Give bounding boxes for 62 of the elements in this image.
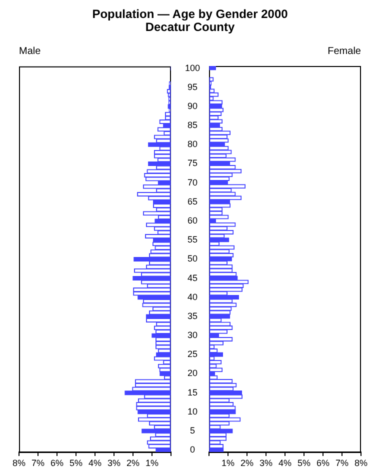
x-tick-label: 2% — [240, 458, 254, 468]
bar — [209, 122, 220, 128]
y-tick-label: 85 — [188, 120, 198, 130]
y-tick-label: 20 — [188, 368, 198, 378]
bar — [160, 371, 171, 376]
y-tick-label: 55 — [188, 234, 198, 245]
y-tick-label: 35 — [188, 310, 198, 321]
y-tick-label: 100 — [184, 62, 200, 73]
chart-title: Population — Age by Gender 2000 — [91, 7, 289, 21]
y-tick-label: 95 — [188, 82, 198, 92]
bar — [138, 410, 171, 414]
bar — [134, 256, 171, 262]
bar — [146, 314, 171, 319]
x-tick-label: 6% — [50, 458, 64, 468]
y-tick-label: 90 — [188, 100, 198, 111]
x-tick-label: 7% — [31, 458, 45, 468]
x-tick-label: 5% — [297, 458, 311, 468]
y-tick-label: 30 — [188, 330, 198, 340]
bar — [209, 294, 239, 300]
y-tick-label: 0 — [190, 444, 196, 455]
x-tick-label: 4% — [278, 458, 292, 468]
bar — [209, 448, 224, 452]
y-tick-label: 25 — [188, 349, 198, 360]
bar — [132, 276, 171, 281]
x-tick-label: 1% — [145, 458, 159, 468]
bar — [124, 390, 171, 396]
bar — [209, 314, 230, 319]
y-tick-label: 45 — [188, 272, 198, 283]
text: Female — [328, 46, 361, 57]
bar — [138, 295, 171, 300]
bar — [168, 104, 171, 109]
y-tick-label: 60 — [188, 216, 198, 226]
bar — [209, 66, 216, 70]
y-tick-label: 40 — [188, 292, 198, 302]
y-tick-label: 75 — [188, 158, 198, 168]
chart-subtitle: Decatur County — [145, 20, 236, 34]
x-tick-label: 4% — [88, 458, 102, 468]
bar — [209, 238, 230, 242]
x-tick-label: 5% — [69, 458, 83, 468]
x-tick-label: 3% — [259, 458, 273, 468]
x-tick-label: 6% — [316, 458, 330, 468]
bar — [148, 142, 171, 147]
bar — [209, 410, 236, 414]
x-tick-label: 1% — [221, 458, 235, 468]
x-tick-label: 2% — [126, 458, 140, 468]
y-tick-label: 50 — [188, 254, 198, 264]
y-tick-label: 80 — [188, 139, 198, 150]
bar — [209, 390, 242, 396]
y-tick-label: 70 — [188, 177, 198, 188]
x-tick-label: 7% — [335, 458, 349, 468]
x-tick-label: 3% — [107, 458, 121, 468]
bar — [209, 428, 233, 434]
text: Male — [19, 46, 41, 57]
bar — [209, 352, 224, 357]
bar — [148, 162, 171, 166]
y-tick-label: 5 — [190, 425, 196, 436]
x-tick-label: 8% — [12, 458, 26, 468]
y-tick-label: 10 — [188, 406, 198, 416]
x-tick-label: 8% — [354, 458, 368, 468]
bar — [209, 142, 225, 147]
y-tick-label: 15 — [188, 387, 198, 398]
y-tick-label: 65 — [188, 196, 198, 206]
